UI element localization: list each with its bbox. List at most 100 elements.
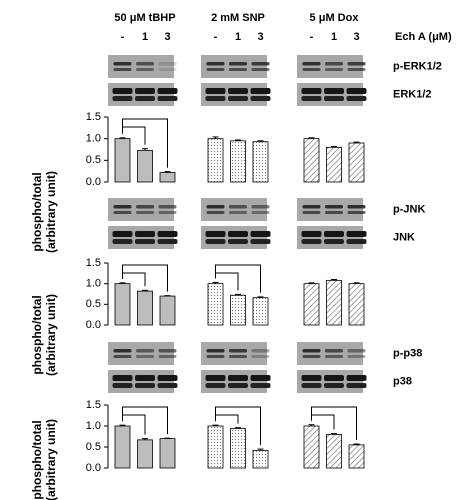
band (228, 231, 248, 237)
band (136, 62, 154, 66)
bar (230, 140, 246, 183)
y-tick-label: 1.5 (86, 257, 101, 269)
band (136, 68, 154, 71)
band (347, 68, 366, 71)
y-axis-label: phospho/total (30, 172, 44, 251)
blot-strip (108, 55, 174, 78)
bar (207, 138, 224, 183)
band (301, 88, 322, 94)
band (324, 383, 344, 388)
band (301, 383, 322, 388)
band (347, 211, 366, 214)
treatment-label: 5 μM Dox (310, 12, 360, 24)
band (136, 205, 154, 209)
band (157, 383, 178, 388)
bar (348, 283, 365, 326)
band (135, 383, 155, 388)
band (229, 349, 247, 353)
band (112, 231, 133, 237)
bar (159, 295, 176, 326)
band (346, 239, 367, 244)
band (158, 62, 177, 66)
band (229, 68, 247, 71)
y-tick-label: 0.5 (86, 441, 101, 453)
band (250, 375, 271, 381)
band (113, 205, 132, 209)
y-tick-label: 1.0 (86, 420, 101, 432)
band (324, 239, 344, 244)
bar (114, 425, 131, 469)
y-tick-label: 0.0 (86, 462, 101, 474)
bar (326, 279, 342, 326)
blot-strip (108, 83, 174, 106)
blot-strip (201, 83, 267, 106)
band (158, 211, 177, 214)
y-axis-label: phospho/total (30, 295, 44, 374)
band (325, 62, 343, 66)
band (157, 96, 178, 101)
band (206, 349, 225, 353)
band (346, 383, 367, 388)
band (302, 62, 321, 66)
blot-strip (297, 226, 363, 249)
band (324, 96, 344, 101)
band (135, 96, 155, 101)
bar (348, 142, 365, 183)
band (205, 96, 226, 101)
band (228, 375, 248, 381)
band (158, 355, 177, 358)
band (301, 239, 322, 244)
blot-strip (108, 198, 174, 221)
y-tick-label: 0.5 (86, 298, 101, 310)
band (346, 96, 367, 101)
band (158, 349, 177, 353)
blot-label: p38 (393, 375, 412, 387)
bar (326, 146, 342, 183)
blot-strip (297, 83, 363, 106)
band (251, 68, 270, 71)
bar (252, 297, 269, 326)
bar (303, 283, 320, 326)
band (346, 375, 367, 381)
dose: 3 (164, 31, 170, 43)
blot-strip (297, 198, 363, 221)
band (325, 205, 343, 209)
band (157, 239, 178, 244)
band (346, 88, 367, 94)
dose: 1 (142, 31, 148, 43)
band (347, 205, 366, 209)
band (251, 355, 270, 358)
bar (137, 290, 153, 326)
bar (252, 449, 269, 469)
band (113, 62, 132, 66)
y-tick-label: 0.5 (86, 154, 101, 166)
band (250, 88, 271, 94)
band (157, 88, 178, 94)
significance-bracket (311, 406, 357, 441)
dose-label: Ech A (μM) (395, 31, 452, 43)
band (228, 88, 248, 94)
band (228, 383, 248, 388)
blot-strip (201, 226, 267, 249)
y-axis-label: (arbitrary unit) (44, 419, 58, 500)
significance-bracket (122, 264, 168, 292)
band (302, 349, 321, 353)
y-tick-label: 0.0 (86, 319, 101, 331)
band (113, 349, 132, 353)
band (325, 349, 343, 353)
band (135, 231, 155, 237)
significance-bracket (122, 406, 168, 435)
band (250, 383, 271, 388)
band (250, 231, 271, 237)
bar (348, 444, 365, 469)
band (158, 205, 177, 209)
band (346, 231, 367, 237)
band (228, 96, 248, 101)
band (136, 349, 154, 353)
treatment-label: 2 mM SNP (211, 12, 265, 24)
band (250, 239, 271, 244)
band (113, 355, 132, 358)
band (325, 211, 343, 214)
band (325, 68, 343, 71)
band (301, 231, 322, 237)
